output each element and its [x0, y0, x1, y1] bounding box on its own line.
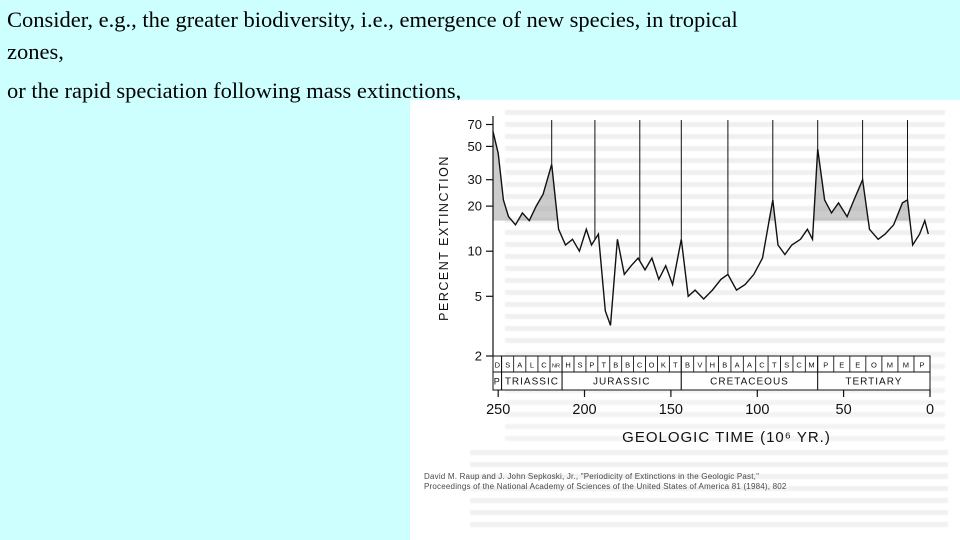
svg-text:M: M	[808, 361, 814, 370]
svg-text:50: 50	[468, 139, 482, 154]
svg-text:H: H	[710, 361, 715, 370]
svg-text:P: P	[823, 361, 828, 370]
svg-text:100: 100	[745, 402, 769, 418]
svg-text:200: 200	[572, 402, 596, 418]
svg-text:5: 5	[475, 289, 482, 304]
svg-text:P: P	[919, 361, 924, 370]
citation-line-2: Proceedings of the National Academy of S…	[424, 482, 787, 491]
periodicity-marker-lines	[551, 120, 908, 275]
svg-text:250: 250	[486, 402, 510, 418]
figure-citation: David M. Raup and J. John Sepkoski, Jr.,…	[424, 472, 787, 492]
svg-text:T: T	[602, 361, 607, 370]
svg-text:10: 10	[468, 244, 482, 259]
svg-text:A: A	[517, 361, 522, 370]
citation-line-1: David M. Raup and J. John Sepkoski, Jr.,…	[424, 472, 760, 481]
svg-text:A: A	[747, 361, 752, 370]
svg-text:K: K	[661, 361, 666, 370]
svg-text:30: 30	[468, 172, 482, 187]
svg-text:P: P	[494, 377, 501, 387]
svg-text:D: D	[495, 361, 501, 370]
svg-text:B: B	[613, 361, 618, 370]
svg-text:H: H	[565, 361, 570, 370]
svg-text:B: B	[685, 361, 690, 370]
svg-text:P: P	[589, 361, 594, 370]
svg-text:V: V	[697, 361, 702, 370]
svg-text:20: 20	[468, 199, 482, 214]
svg-text:PERCENT EXTINCTION: PERCENT EXTINCTION	[437, 155, 451, 321]
svg-text:B: B	[625, 361, 630, 370]
extinction-curve	[492, 131, 929, 326]
slide-text-line-3: or the rapid speciation following mass e…	[7, 78, 462, 103]
figure-scan: 70 50 30 20 10 5 2 PERCENT EXTINCTION D P S A L C NR TR…	[410, 100, 960, 540]
svg-text:S: S	[505, 361, 510, 370]
svg-text:M: M	[903, 361, 909, 370]
svg-text:C: C	[759, 361, 765, 370]
svg-text:50: 50	[836, 402, 852, 418]
svg-text:C: C	[541, 361, 547, 370]
svg-text:CRETACEOUS: CRETACEOUS	[710, 377, 789, 388]
svg-text:NR: NR	[552, 364, 560, 370]
scan-bleedthrough-texture-bottom	[470, 450, 948, 528]
slide-text-block: Consider, e.g., the greater biodiversity…	[7, 4, 738, 107]
svg-text:M: M	[887, 361, 893, 370]
svg-text:A: A	[735, 361, 740, 370]
svg-text:0: 0	[926, 402, 934, 418]
svg-text:E: E	[855, 361, 860, 370]
svg-text:TRIASSIC: TRIASSIC	[505, 377, 559, 388]
svg-text:150: 150	[659, 402, 683, 418]
svg-text:C: C	[637, 361, 643, 370]
svg-text:T: T	[772, 361, 777, 370]
svg-text:O: O	[871, 361, 877, 370]
svg-text:JURASSIC: JURASSIC	[593, 377, 650, 388]
svg-text:S: S	[577, 361, 582, 370]
x-axis: 250 200 150 100 50 0 GEOLOGIC TIME (10⁶ YR.)	[486, 390, 934, 446]
svg-text:TERTIARY: TERTIARY	[845, 377, 902, 388]
svg-text:70: 70	[468, 117, 482, 132]
svg-text:T: T	[673, 361, 678, 370]
svg-text:O: O	[649, 361, 655, 370]
slide-text-line-2: zones,	[7, 39, 64, 64]
svg-text:L: L	[530, 361, 534, 370]
scan-bleedthrough-texture-top	[505, 110, 945, 345]
y-axis: 70 50 30 20 10 5 2 PERCENT EXTINCTION	[437, 116, 494, 364]
svg-text:C: C	[796, 361, 802, 370]
svg-text:B: B	[722, 361, 727, 370]
svg-text:2: 2	[475, 349, 482, 364]
svg-text:E: E	[839, 361, 844, 370]
svg-text:GEOLOGIC TIME (10⁶ YR.): GEOLOGIC TIME (10⁶ YR.)	[622, 429, 831, 446]
svg-text:S: S	[784, 361, 789, 370]
slide-text-line-1: Consider, e.g., the greater biodiversity…	[7, 7, 738, 32]
